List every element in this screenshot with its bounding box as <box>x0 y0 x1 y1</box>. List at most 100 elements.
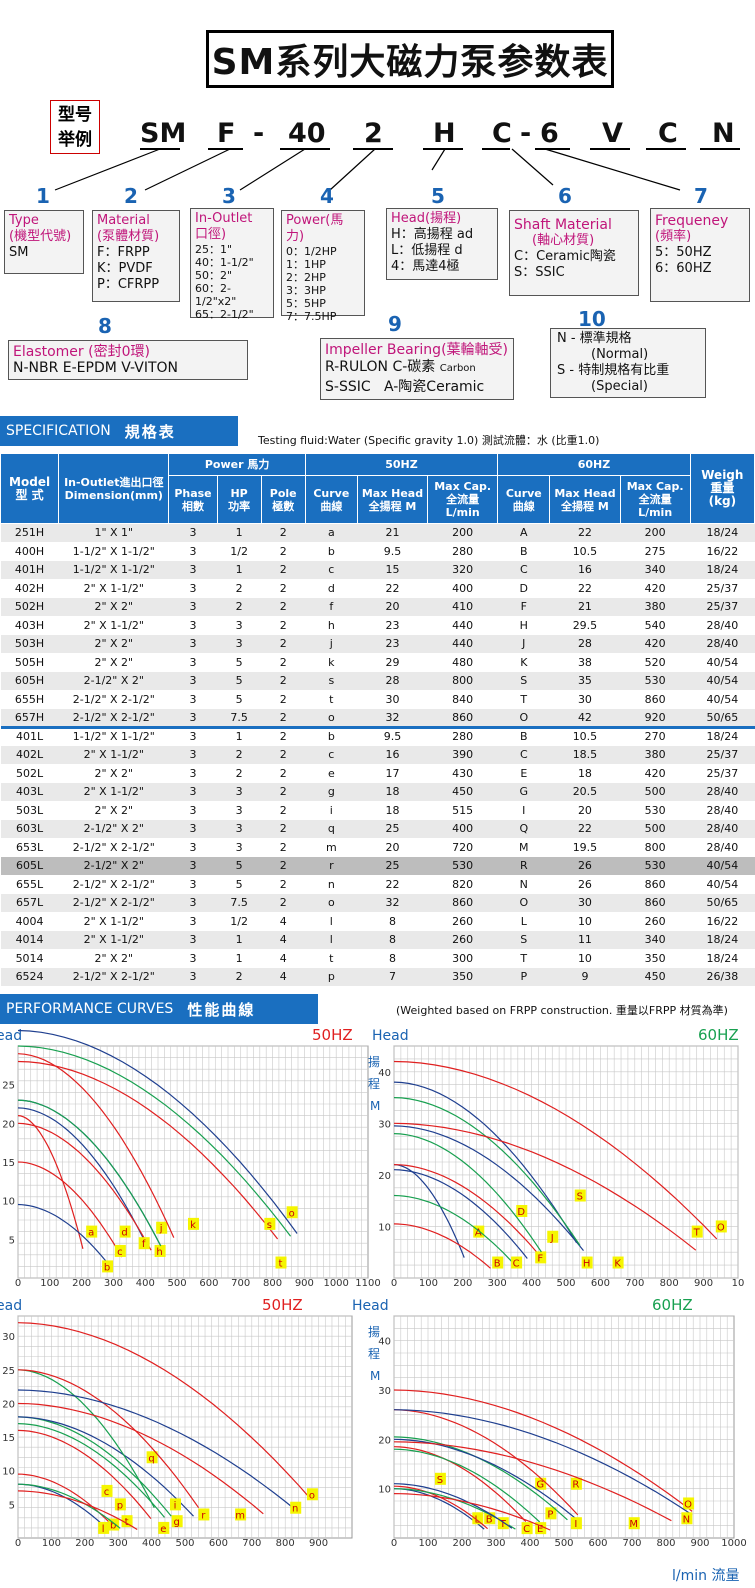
table-cell: D <box>497 579 550 598</box>
x-tick-label: 800 <box>660 1278 679 1289</box>
table-cell: 18 <box>357 782 428 802</box>
curve-label-B: B <box>486 1514 493 1525</box>
code-4: 2 <box>364 118 383 149</box>
table-cell: 9 <box>549 967 621 987</box>
material-sub: (泵體材質) <box>97 229 160 244</box>
y-tick-label: 25 <box>2 1366 15 1377</box>
table-cell: 10.5 <box>549 725 621 746</box>
table-cell: 25 <box>357 856 428 876</box>
table-cell: 2" X 1-1/2" <box>58 616 169 635</box>
table-cell: 2 <box>261 634 306 654</box>
table-cell: 260 <box>427 930 498 950</box>
axis-ylabel-char: 揚 <box>368 1055 380 1069</box>
spec-table-body: 251H 1" X 1" 3 1 2 a 21 200 A 22 200 18/24 400H 1-1/2… <box>0 523 755 987</box>
curve-label-j: j <box>159 1224 163 1235</box>
table-cell: 17 <box>357 764 428 783</box>
table-cell: 657H <box>0 708 59 728</box>
curve-label-S: S <box>577 1192 583 1203</box>
power-line: 3：3HP <box>286 284 326 297</box>
table-cell: 4014 <box>0 930 59 950</box>
curve-label-m: m <box>235 1510 245 1521</box>
curve-label-bg <box>86 1225 98 1238</box>
x-tick-label: 700 <box>625 1278 644 1289</box>
table-cell: l <box>305 930 358 950</box>
table-cell: g <box>305 782 358 802</box>
table-cell: 3 <box>168 725 218 746</box>
table-cell: 860 <box>427 708 498 728</box>
code-7: - <box>520 118 532 149</box>
x-tick-label: 900 <box>309 1538 328 1549</box>
table-cell: 653L <box>0 838 59 857</box>
table-cell: 28 <box>549 634 621 654</box>
page-title: SM系列大磁力泵参数表 <box>206 30 614 88</box>
shaft-title: Shaft Material <box>514 217 612 233</box>
y-tick-label: 40 <box>378 1068 391 1079</box>
code-3: 40 <box>288 118 326 149</box>
curve-S <box>393 1483 513 1529</box>
curve-label-bg <box>574 1189 586 1202</box>
curve-label-bg <box>286 1206 298 1219</box>
table-cell: 2 <box>261 875 306 894</box>
table-cell: 42 <box>549 708 621 728</box>
table-row: 657H 2-1/2" X 2-1/2" 3 7.5 2 o 32 860 O 42 920 50/6… <box>0 708 755 728</box>
table-cell: Q <box>497 819 550 839</box>
table-cell: k <box>305 653 358 672</box>
freq-sub: (頻率) <box>655 229 692 244</box>
curve-label-bg <box>511 1256 523 1269</box>
curve-a <box>17 1115 84 1249</box>
table-row: 655L 2-1/2" X 2-1/2" 3 5 2 n 22 820 N 26 860 40/54 <box>0 875 755 894</box>
table-cell: 8 <box>357 949 428 968</box>
table-cell: L <box>497 912 550 931</box>
table-cell: 26 <box>549 875 621 894</box>
table-cell: c <box>305 745 358 765</box>
x-tick-label: 200 <box>75 1538 94 1549</box>
x-tick-label: 900 <box>690 1538 709 1549</box>
table-cell: 5 <box>217 856 262 876</box>
table-cell: 2" X 2" <box>58 653 169 672</box>
th-hp: HP 功率 <box>216 475 262 524</box>
curve-label-bg <box>156 1221 168 1234</box>
curve-label-bg <box>235 1508 247 1521</box>
table-cell: 2" X 1-1/2" <box>58 930 169 950</box>
table-cell: 3 <box>168 912 218 931</box>
curve-label-bg <box>683 1497 695 1510</box>
table-cell: m <box>305 838 358 857</box>
table-cell: 18/24 <box>690 725 755 746</box>
impeller-box: Impeller Bearing(葉輪軸受) R-RULON C-碳素 Carb… <box>320 338 514 400</box>
testing-note: Testing fluid:Water (Specific gravity 1.… <box>258 434 600 447</box>
table-cell: 860 <box>620 690 691 709</box>
table-cell: 22 <box>549 819 621 839</box>
curve-label-bg <box>98 1521 110 1534</box>
curve-H <box>393 1125 584 1251</box>
x-axis-label-flow: l/min 流量 <box>672 1568 739 1584</box>
table-cell: 430 <box>427 764 498 783</box>
elastomer-box: Elastomer (密封0環) N-NBR E-EPDM V-VITON <box>8 340 248 380</box>
table-cell: 3 <box>217 801 262 820</box>
number-2: 2 <box>124 184 138 208</box>
curve-label-N: N <box>683 1514 690 1525</box>
y-tick-label: 20 <box>378 1435 391 1446</box>
elastomer-title: Elastomer (密封0環) <box>13 344 150 360</box>
th-head50: Max Head 全揚程 M <box>356 475 429 524</box>
table-cell: N <box>497 875 550 894</box>
table-cell: 18 <box>357 801 428 820</box>
table-cell: 530 <box>620 856 691 876</box>
elastomer-line: N-NBR E-EPDM V-VITON <box>13 360 179 376</box>
table-cell: H <box>497 616 550 635</box>
curve-N <box>393 1409 693 1516</box>
y-tick-label: 5 <box>9 1500 15 1511</box>
table-cell: 20 <box>357 597 428 617</box>
code-6: C <box>492 118 512 149</box>
curve-label-bg <box>535 1477 547 1490</box>
table-cell: 1 <box>217 930 262 950</box>
table-cell: 3 <box>168 764 218 783</box>
th-model: Model 型 式 <box>0 453 60 524</box>
table-cell: 251H <box>0 523 59 543</box>
impeller-a: A-陶瓷Ceramic <box>383 379 485 395</box>
table-cell: 410 <box>427 597 498 617</box>
table-cell: 3 <box>168 801 218 820</box>
th-head60: Max Head 全揚程 M <box>549 475 621 524</box>
x-tick-label: 400 <box>136 1278 155 1289</box>
table-row: 655H 2-1/2" X 2-1/2" 3 5 2 t 30 840 T 30 860 40/54 <box>0 690 755 709</box>
table-cell: 8 <box>357 912 428 931</box>
